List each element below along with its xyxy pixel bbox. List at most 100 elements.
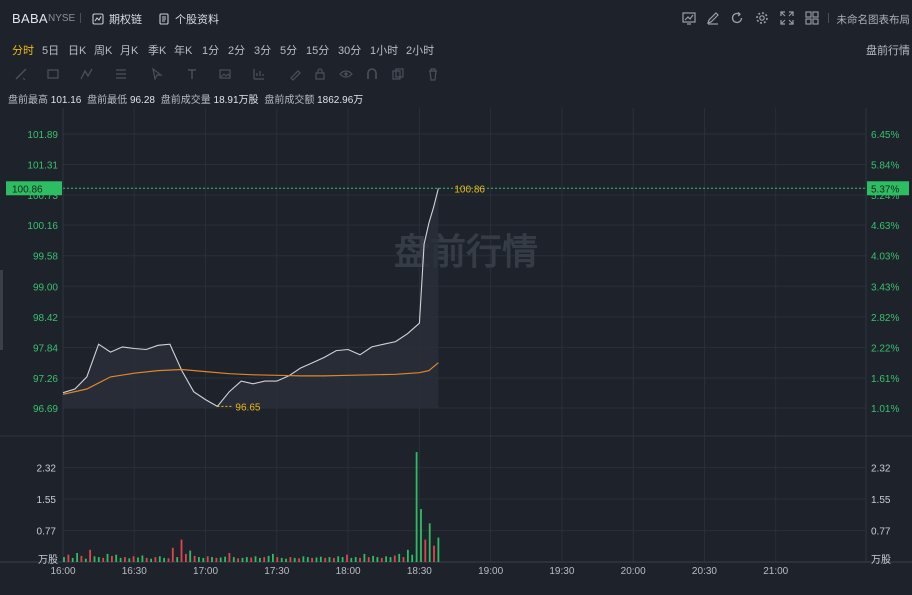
volume-bar bbox=[171, 547, 174, 562]
volume-bar bbox=[185, 553, 187, 562]
volume-bar bbox=[389, 557, 392, 562]
period-tab[interactable]: 季K bbox=[148, 45, 167, 57]
max-price-label: 100.86 bbox=[454, 184, 485, 195]
period-tab[interactable]: 分时 bbox=[12, 45, 34, 57]
min-price-label: 96.65 bbox=[235, 402, 260, 413]
premarket-low-label: 盘前最低 bbox=[87, 95, 128, 106]
volume-bar bbox=[67, 554, 70, 562]
panel-resize-handle[interactable] bbox=[0, 270, 3, 350]
period-tab[interactable]: 30分 bbox=[338, 45, 362, 57]
ticker-symbol[interactable]: BABA bbox=[12, 11, 48, 26]
volume-bar bbox=[228, 553, 231, 562]
period-tab[interactable]: 2小时 bbox=[406, 45, 435, 57]
volume-bar bbox=[158, 556, 161, 562]
copy-icon[interactable] bbox=[391, 67, 405, 81]
refresh-icon[interactable] bbox=[729, 10, 745, 26]
options-chain-icon bbox=[92, 13, 104, 25]
magnet-icon[interactable] bbox=[365, 67, 379, 81]
volume-bar bbox=[319, 556, 322, 562]
volume-tick-label-right: 0.77 bbox=[871, 527, 891, 538]
volume-bar bbox=[137, 557, 139, 562]
gear-icon[interactable] bbox=[754, 10, 770, 26]
period-tab[interactable]: 月K bbox=[120, 45, 139, 57]
layout-name[interactable]: 未命名图表布局 bbox=[836, 14, 911, 26]
volume-bar bbox=[433, 545, 435, 562]
volume-bar bbox=[176, 557, 179, 562]
volume-bar bbox=[363, 553, 366, 562]
text-tool-icon[interactable] bbox=[185, 67, 199, 81]
percent-tick-label: 2.82% bbox=[871, 313, 899, 324]
divider bbox=[80, 13, 81, 23]
period-tab[interactable]: 5分 bbox=[280, 45, 298, 57]
period-tab[interactable]: 1小时 bbox=[370, 45, 399, 57]
image-tool-icon[interactable] bbox=[218, 67, 232, 81]
volume-bar bbox=[341, 557, 344, 562]
options-chain-link[interactable]: 期权链 bbox=[92, 11, 142, 27]
stock-profile-link[interactable]: 个股资料 bbox=[158, 11, 219, 27]
current-percent-tag bbox=[867, 181, 909, 196]
volume-bar bbox=[193, 555, 196, 562]
line-tool-icon[interactable] bbox=[14, 67, 28, 81]
period-tab[interactable]: 1分 bbox=[202, 45, 220, 57]
period-tab[interactable]: 3分 bbox=[254, 45, 272, 57]
volume-bar bbox=[306, 557, 309, 562]
pattern-tool-icon[interactable] bbox=[80, 67, 94, 81]
volume-bar bbox=[167, 558, 170, 562]
volume-bar bbox=[245, 557, 248, 562]
volume-bar bbox=[293, 557, 296, 562]
current-price-value: 100.86 bbox=[12, 184, 43, 195]
watermark-text: 盘前行情 bbox=[394, 231, 538, 272]
premarket-amount-label: 盘前成交额 bbox=[264, 95, 315, 106]
lock-icon[interactable] bbox=[313, 67, 327, 81]
volume-bar bbox=[276, 557, 279, 562]
stock-profile-label: 个股资料 bbox=[175, 14, 219, 26]
premarket-label[interactable]: 盘前行情 bbox=[866, 45, 910, 57]
volume-bar bbox=[376, 557, 379, 562]
volume-bar bbox=[354, 557, 357, 562]
percent-tick-label: 6.45% bbox=[871, 130, 899, 141]
document-icon bbox=[159, 13, 169, 25]
volume-bar bbox=[124, 557, 126, 562]
volume-bar bbox=[154, 557, 157, 562]
price-area-fill bbox=[63, 188, 439, 408]
period-tab[interactable]: 年K bbox=[174, 45, 193, 57]
volume-bar bbox=[415, 452, 418, 562]
period-tabs: 分时 5日 日K 周K 月K 季K 年K 1分 2分 3分 5分 15分 30分 1小时 2小时 bbox=[0, 38, 912, 60]
period-tab[interactable]: 15分 bbox=[306, 45, 330, 57]
period-tab[interactable]: 2分 bbox=[228, 45, 246, 57]
volume-bar bbox=[359, 557, 361, 562]
rectangle-tool-icon[interactable] bbox=[46, 67, 60, 81]
measure-tool-icon[interactable] bbox=[252, 67, 266, 81]
period-tab[interactable]: 周K bbox=[94, 45, 113, 57]
time-tick-label: 17:00 bbox=[193, 566, 218, 577]
premarket-amount-value: 1862.96万 bbox=[317, 95, 364, 106]
price-tick-label: 100.16 bbox=[27, 221, 58, 232]
volume-bar bbox=[84, 558, 87, 562]
volume-bar bbox=[280, 557, 283, 562]
volume-tick-label: 1.55 bbox=[37, 495, 57, 506]
premarket-high-label: 盘前最高 bbox=[8, 95, 48, 106]
time-tick-label: 21:00 bbox=[763, 566, 788, 577]
exchange-label: NYSE bbox=[48, 13, 76, 24]
volume-bar bbox=[198, 557, 200, 562]
intraday-chart[interactable]: 16:00 16:30 17:00 17:30 18:00 18:30 19:00 19:30… bbox=[0, 104, 912, 590]
volume-bar bbox=[337, 556, 340, 562]
period-tab[interactable]: 日K bbox=[68, 45, 87, 57]
chart-area[interactable]: 16:00 16:30 17:00 17:30 18:00 18:30 19:00 19:30… bbox=[0, 104, 912, 590]
trash-icon[interactable] bbox=[426, 67, 440, 81]
fullscreen-icon[interactable] bbox=[779, 10, 795, 26]
edit-icon[interactable] bbox=[705, 10, 721, 26]
fib-tool-icon[interactable] bbox=[114, 67, 128, 81]
period-tab[interactable]: 5日 bbox=[42, 45, 60, 57]
volume-bar bbox=[372, 555, 374, 562]
volume-bar bbox=[237, 558, 239, 562]
chart-settings-icon[interactable] bbox=[681, 10, 697, 26]
volume-bar bbox=[407, 549, 409, 562]
eye-icon[interactable] bbox=[339, 67, 353, 81]
volume-bar bbox=[211, 557, 213, 562]
cursor-tool-icon[interactable] bbox=[150, 67, 164, 81]
percent-tick-label: 4.03% bbox=[871, 252, 899, 263]
brush-tool-icon[interactable] bbox=[288, 67, 302, 81]
layout-grid-icon[interactable] bbox=[804, 10, 820, 26]
volume-bar bbox=[180, 539, 183, 562]
